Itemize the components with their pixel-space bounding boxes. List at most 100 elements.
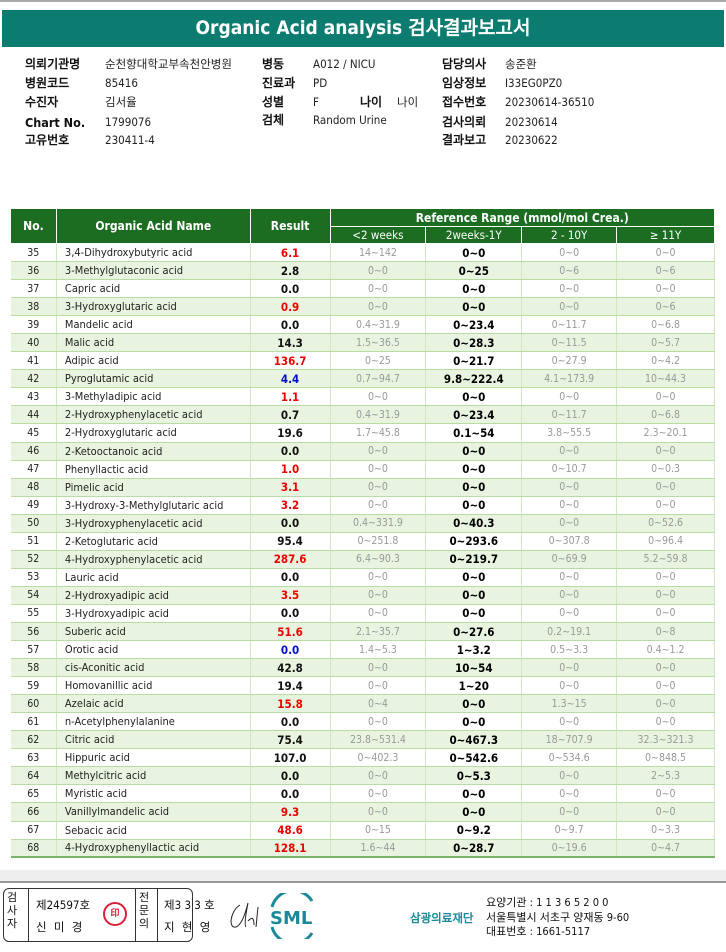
- tester-label: 검사자: [6, 891, 18, 930]
- result-value: 3.5: [250, 586, 331, 605]
- ref-ge11y: 0~0: [616, 658, 715, 678]
- result-value: 0.0: [250, 568, 331, 587]
- report-title: Organic Acid analysis 검사결과보고서: [2, 10, 724, 47]
- ref-2weeks-1y: 0~28.3: [425, 333, 523, 353]
- ref-2-10y: 0~69.9: [521, 550, 618, 569]
- row-no: 39: [10, 315, 57, 335]
- tester-seal-icon: 印: [103, 902, 127, 926]
- label: 병원코드: [25, 76, 70, 90]
- ref-2-10y: 0~0: [521, 802, 618, 822]
- header-reference-range: Reference Range (mmol/mol Crea.): [329, 208, 715, 227]
- row-no: 59: [10, 676, 57, 696]
- table-row: 65 Myristic acid 0.0 0~0 0~0 0~0 0~0: [10, 784, 715, 804]
- ref-2-10y: 0~0: [521, 676, 618, 696]
- ref-lt2weeks: 0~0: [330, 802, 427, 822]
- ref-2weeks-1y: 1~20: [425, 676, 523, 696]
- ref-2-10y: 0~0: [521, 387, 618, 407]
- row-no: 52: [10, 550, 57, 569]
- ref-lt2weeks: 0~402.3: [330, 748, 427, 768]
- result-value: 128.1: [250, 839, 331, 859]
- result-value: 0.9: [250, 297, 331, 317]
- specialist-name: 지 현 영: [164, 920, 213, 934]
- ref-ge11y: 10~44.3: [616, 369, 715, 389]
- ref-2-10y: 0.2~19.1: [521, 622, 618, 642]
- org-name: 삼광의료재단: [410, 911, 474, 925]
- header-lt2weeks: <2 weeks: [329, 226, 427, 244]
- ref-2weeks-1y: 0~0: [425, 712, 523, 732]
- table-row: 50 3-Hydroxyphenylacetic acid 0.0 0.4~331.9…: [10, 514, 715, 533]
- result-value: 1.1: [250, 387, 331, 407]
- acid-name: Malic acid: [56, 333, 251, 353]
- acid-name: Citric acid: [56, 730, 251, 750]
- row-no: 55: [10, 604, 57, 623]
- ref-lt2weeks: 0.4~31.9: [330, 315, 427, 335]
- table-row: 54 2-Hydroxyadipic acid 3.5 0~0 0~0 0~0 0~0: [10, 586, 715, 605]
- acid-name: Adipic acid: [56, 351, 251, 371]
- row-no: 35: [10, 243, 57, 263]
- ref-lt2weeks: 0~0: [330, 279, 427, 299]
- ref-ge11y: 0~0: [616, 586, 715, 605]
- table-row: 49 3-Hydroxy-3-Methylglutaric acid 3.2 0~0 0…: [10, 496, 715, 515]
- table-row: 61 n-Acetylphenylalanine 0.0 0~0 0~0 0~0 0~0: [10, 712, 715, 732]
- ref-2-10y: 0~0: [521, 604, 618, 623]
- ref-2-10y: 0~0: [521, 586, 618, 605]
- label: 결과보고: [442, 133, 487, 147]
- result-value: 3.1: [250, 478, 331, 497]
- table-row: 64 Methylcitric acid 0.0 0~0 0~5.3 0~0 2~5.3: [10, 766, 715, 786]
- ref-ge11y: 0~4.2: [616, 351, 715, 371]
- ref-2-10y: 0~0: [521, 279, 618, 299]
- result-value: 15.8: [250, 694, 331, 714]
- ref-2weeks-1y: 0~5.3: [425, 766, 523, 786]
- ref-ge11y: 0~4.7: [616, 839, 715, 859]
- ref-2weeks-1y: 0~28.7: [425, 839, 523, 859]
- ref-2weeks-1y: 10~54: [425, 658, 523, 678]
- table-row: 35 3,4-Dihydroxybutyric acid 6.1 14~142 0~0 0…: [10, 243, 715, 263]
- row-no: 49: [10, 496, 57, 515]
- result-value: 3.2: [250, 496, 331, 515]
- ref-ge11y: 0~0: [616, 694, 715, 714]
- result-value: 42.8: [250, 658, 331, 678]
- acid-name: 3-Methylglutaconic acid: [56, 261, 251, 281]
- ref-2-10y: 0~0: [521, 297, 618, 317]
- ref-2weeks-1y: 0~21.7: [425, 351, 523, 371]
- header-no: No.: [10, 208, 57, 244]
- ref-2weeks-1y: 1~3.2: [425, 640, 523, 660]
- ref-2-10y: 0~0: [521, 712, 618, 732]
- ref-lt2weeks: 6.4~90.3: [330, 550, 427, 569]
- row-no: 58: [10, 658, 57, 678]
- ref-ge11y: 0~0: [616, 676, 715, 696]
- table-row: 47 Phenyllactic acid 1.0 0~0 0~0 0~10.7 0~0.3: [10, 460, 715, 479]
- result-value: 6.1: [250, 243, 331, 263]
- ref-lt2weeks: 1.4~5.3: [330, 640, 427, 660]
- ref-ge11y: 0~0: [616, 784, 715, 804]
- table-row: 57 Orotic acid 0.0 1.4~5.3 1~3.2 0.5~3.3 0.4~1…: [10, 640, 715, 660]
- row-no: 57: [10, 640, 57, 660]
- ref-ge11y: 0~0.3: [616, 460, 715, 479]
- result-value: 0.7: [250, 405, 331, 425]
- ref-ge11y: 2.3~20.1: [616, 423, 715, 443]
- result-value: 0.0: [250, 514, 331, 533]
- table-row: 67 Sebacic acid 48.6 0~15 0~9.2 0~9.7 0~3.3: [10, 821, 715, 840]
- label: 성별: [262, 95, 285, 109]
- table-row: 60 Azelaic acid 15.8 0~4 0~0 1.3~15 0~0: [10, 694, 715, 714]
- top-border: [0, 0, 726, 2]
- row-no: 43: [10, 387, 57, 407]
- ref-lt2weeks: 1.6~44: [330, 839, 427, 859]
- ref-2weeks-1y: 0~467.3: [425, 730, 523, 750]
- ref-lt2weeks: 0~0: [330, 604, 427, 623]
- ref-ge11y: 0~0: [616, 604, 715, 623]
- ref-ge11y: 0~6: [616, 261, 715, 281]
- ref-2-10y: 0~0: [521, 514, 618, 533]
- result-value: 0.0: [250, 279, 331, 299]
- result-value: 4.4: [250, 369, 331, 389]
- row-no: 65: [10, 784, 57, 804]
- ref-2weeks-1y: 0~0: [425, 279, 523, 299]
- ref-ge11y: 0~0: [616, 243, 715, 263]
- ref-2-10y: 0~0: [521, 784, 618, 804]
- ref-ge11y: 2~5.3: [616, 766, 715, 786]
- sex: F: [313, 95, 319, 109]
- acid-name: 2-Ketoglutaric acid: [56, 532, 251, 551]
- ref-lt2weeks: 0.4~31.9: [330, 405, 427, 425]
- table-row: 68 4-Hydroxyphenyllactic acid 128.1 1.6~44 0…: [10, 839, 715, 859]
- ref-2weeks-1y: 0~23.4: [425, 405, 523, 425]
